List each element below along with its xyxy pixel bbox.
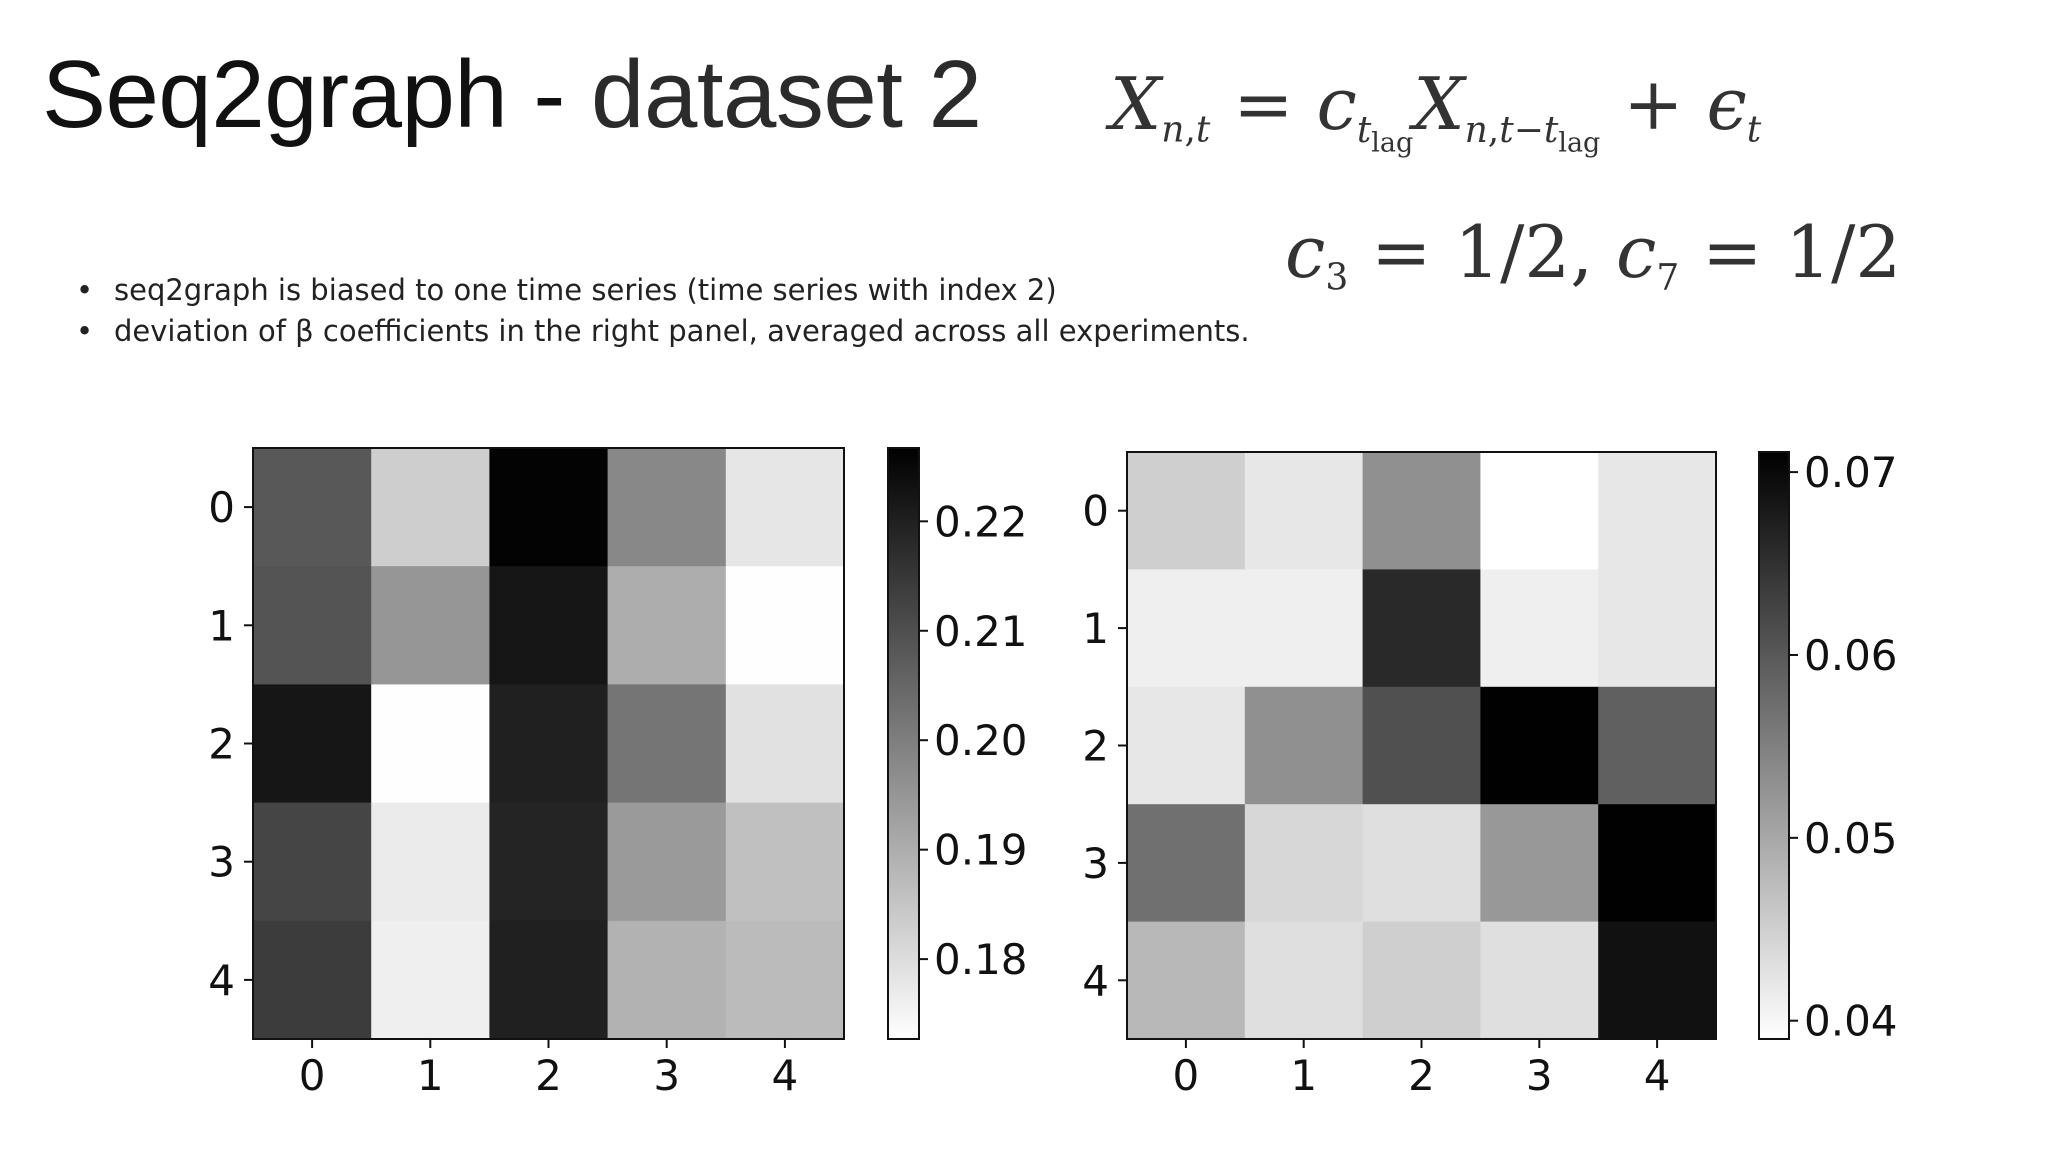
heatmap-cell: [489, 920, 609, 1040]
y-tick-label: 2: [1082, 722, 1109, 771]
x-tick-label: 2: [1408, 1051, 1435, 1100]
heatmap-cell: [1362, 804, 1481, 923]
title-part-2: dataset 2: [591, 41, 982, 148]
heatmap-cell: [607, 566, 727, 685]
heatmap-cell: [371, 684, 490, 804]
heatmap-cell: [1362, 686, 1481, 805]
heatmap-cell: [725, 448, 845, 567]
y-tick-label: 3: [1082, 839, 1109, 888]
x-tick-label: 0: [1173, 1051, 1200, 1100]
heatmap-cell: [489, 448, 609, 567]
y-tick-label: 0: [1082, 487, 1109, 536]
heatmap-cell: [489, 684, 609, 804]
heatmap-cell: [371, 802, 490, 922]
heatmap-cell: [253, 448, 372, 567]
heatmap-cell: [371, 920, 490, 1040]
heatmap-cell: [1480, 804, 1599, 923]
bullet-list: • seq2graph is biased to one time series …: [76, 270, 1250, 352]
heatmap-cell: [1480, 452, 1599, 570]
heatmap-cell: [1598, 686, 1717, 805]
heatmap-cell: [489, 802, 609, 922]
y-tick-label: 3: [208, 838, 235, 887]
heatmap-cell: [1127, 804, 1246, 923]
heatmap-cell: [725, 684, 845, 804]
heatmap-cell: [1127, 569, 1246, 688]
heatmap-cell: [253, 566, 372, 685]
colorbar: [887, 447, 920, 1040]
heatmap-cell: [1244, 804, 1364, 923]
heatmap-cell: [1362, 569, 1481, 688]
colorbar-tick-label: 0.22: [934, 497, 1028, 546]
heatmap-cell: [1362, 921, 1481, 1040]
heatmap-cell: [1244, 686, 1364, 805]
heatmap-cell: [489, 566, 609, 685]
y-tick-label: 4: [1082, 956, 1109, 1005]
bullet-item: • deviation of β coefficients in the righ…: [76, 311, 1250, 352]
heatmap-cell: [1598, 569, 1717, 688]
formula-coefficients: c3 = 1/2, c7 = 1/2: [1285, 210, 1902, 299]
heatmap-cell: [725, 802, 845, 922]
heatmap-cell: [1127, 921, 1246, 1040]
heatmap-cell: [607, 448, 727, 567]
heatmap-cell: [1480, 686, 1599, 805]
bullet-item: • seq2graph is biased to one time series …: [76, 270, 1250, 311]
y-tick-label: 1: [1082, 604, 1109, 653]
heatmap-cell: [1598, 921, 1717, 1040]
bullet-text: deviation of β coefficients in the right…: [114, 314, 1250, 348]
slide-title: Seq2graph - dataset 2: [42, 40, 982, 150]
x-tick-label: 1: [417, 1051, 444, 1100]
heatmap-cell: [607, 920, 727, 1040]
colorbar-tick-label: 0.20: [934, 716, 1028, 765]
formula-ar-model: Xn,t = ctlagXn,t−tlag + ϵt: [1110, 62, 1762, 159]
x-tick-label: 3: [653, 1051, 680, 1100]
heatmap-cell: [1244, 569, 1364, 688]
heatmap-cell: [371, 448, 490, 567]
colorbar-tick-label: 0.04: [1804, 997, 1898, 1046]
heatmap-cell: [725, 920, 845, 1040]
title-part-1: Seq2graph -: [42, 41, 592, 148]
colorbar-tick-label: 0.05: [1804, 814, 1898, 863]
heatmap-cell: [1480, 569, 1599, 688]
heatmap-cell: [607, 802, 727, 922]
heatmap-cell: [725, 566, 845, 685]
x-tick-label: 1: [1290, 1051, 1317, 1100]
colorbar-tick-label: 0.06: [1804, 631, 1898, 680]
heatmap-cell: [1244, 452, 1364, 570]
colorbar: [1758, 451, 1790, 1040]
y-tick-label: 0: [208, 483, 235, 532]
x-tick-label: 0: [299, 1051, 326, 1100]
heatmap-cell: [607, 684, 727, 804]
bullet-dot-icon: •: [76, 314, 94, 348]
x-tick-label: 3: [1526, 1051, 1553, 1100]
x-tick-label: 2: [535, 1051, 562, 1100]
heatmap-cell: [1127, 686, 1246, 805]
heatmap-cell: [1244, 921, 1364, 1040]
heatmap-cell: [253, 684, 372, 804]
heatmap-cell: [371, 566, 490, 685]
colorbar-tick-label: 0.21: [934, 607, 1028, 656]
heatmap-cell: [1362, 452, 1481, 570]
heatmap-cell: [253, 802, 372, 922]
heatmap-cell: [1480, 921, 1599, 1040]
heatmap-cell: [253, 920, 372, 1040]
bullet-dot-icon: •: [76, 273, 94, 307]
y-tick-label: 4: [208, 956, 235, 1005]
heatmap-cell: [1598, 452, 1717, 570]
colorbar-tick-label: 0.07: [1804, 448, 1898, 497]
x-tick-label: 4: [1644, 1051, 1671, 1100]
x-tick-label: 4: [772, 1051, 799, 1100]
heatmap-cell: [1127, 452, 1246, 570]
y-tick-label: 2: [208, 720, 235, 769]
colorbar-tick-label: 0.19: [934, 826, 1028, 875]
y-tick-label: 1: [208, 601, 235, 650]
colorbar-tick-label: 0.18: [934, 935, 1028, 984]
heatmap-cell: [1598, 804, 1717, 923]
bullet-text: seq2graph is biased to one time series (…: [114, 273, 1057, 307]
